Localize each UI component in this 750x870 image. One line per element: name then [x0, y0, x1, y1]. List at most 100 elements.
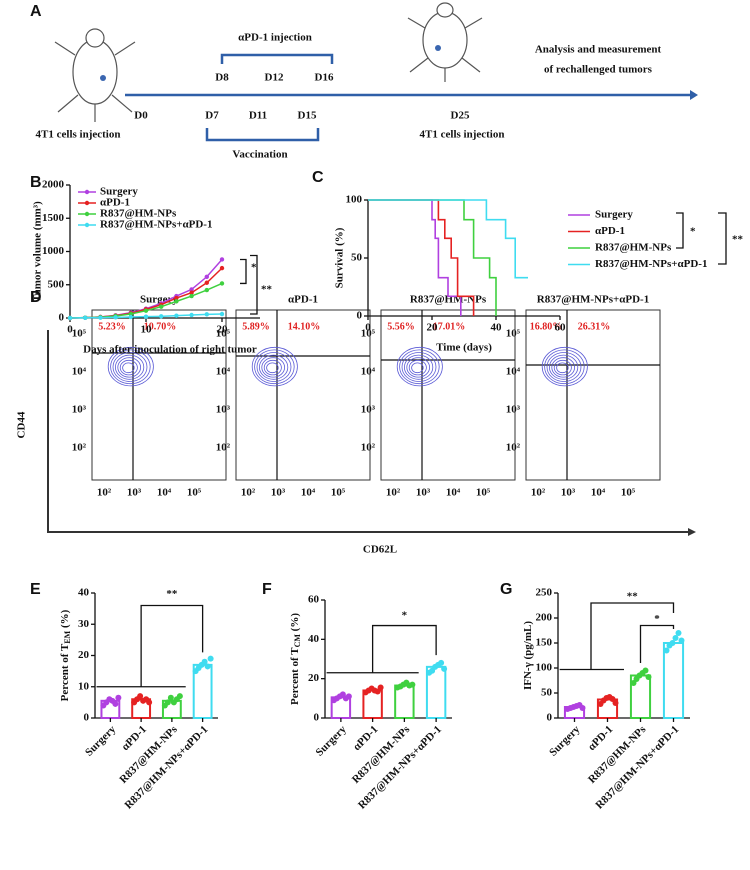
- quadrant-percent: 16.80%: [530, 321, 563, 332]
- contour: [110, 349, 151, 385]
- series-marker: [219, 257, 225, 262]
- data-point: [675, 630, 682, 636]
- x-tick-label: 20: [427, 322, 439, 334]
- panel-label: D: [30, 289, 42, 306]
- bracket: [220, 53, 334, 64]
- legend-marker: [84, 211, 90, 217]
- contour: [261, 357, 286, 378]
- y-axis-label-sub: CM: [293, 634, 302, 648]
- data-point: [146, 699, 153, 706]
- series-marker: [83, 315, 88, 321]
- y-tick-label: 50: [351, 252, 363, 264]
- flow-y-tick: 10⁵: [361, 328, 376, 340]
- day-label: D0: [134, 110, 148, 122]
- flow-plot-frame: [91, 309, 227, 481]
- flow-x-tick: 10⁵: [476, 487, 491, 499]
- quadrant-percent: 5.23%: [98, 321, 126, 332]
- flow-y-tick: 10³: [72, 404, 87, 416]
- data-point: [201, 658, 208, 665]
- significance-bracket: [590, 602, 675, 670]
- flow-y-tick: 10³: [216, 404, 231, 416]
- contour: [115, 354, 145, 380]
- quadrant-percent: 5.89%: [242, 321, 270, 332]
- legend-label: Surgery: [595, 209, 633, 221]
- series-marker: [174, 313, 179, 318]
- data-point: [377, 684, 384, 691]
- flow-y-tick: 10⁵: [72, 328, 87, 340]
- significance-bracket: [718, 212, 727, 265]
- legend-label: R837@HM-NPs+αPD-1: [100, 219, 212, 231]
- flow-x-tick: 10²: [97, 487, 112, 499]
- flow-y-tick: 10²: [361, 442, 376, 454]
- panel-label: E: [30, 581, 41, 598]
- series-marker: [174, 295, 179, 301]
- legend-label: Surgery: [100, 186, 138, 198]
- x-tick-label: αPD-1: [586, 723, 616, 753]
- y-tick-label: 10: [78, 680, 90, 692]
- contour: [553, 359, 572, 376]
- flow-x-tick: 10³: [416, 487, 431, 499]
- data-point: [678, 637, 685, 644]
- significance-label: **: [166, 588, 178, 600]
- x-tick-label: αPD-1: [351, 723, 381, 753]
- flow-x-tick: 10²: [531, 487, 546, 499]
- legend-marker: [84, 222, 90, 228]
- contour: [399, 349, 440, 385]
- flow-y-tick: 10⁵: [506, 328, 521, 340]
- series-marker: [67, 315, 73, 321]
- contour: [112, 352, 148, 382]
- flow-x-tick: 10⁴: [446, 487, 461, 499]
- day-label: D15: [298, 110, 317, 122]
- flow-x-tick: 10⁵: [187, 487, 202, 499]
- significance-label: *: [402, 609, 408, 621]
- data-point: [669, 640, 676, 646]
- flow-y-tick: 10⁵: [216, 328, 231, 340]
- series-marker: [189, 290, 194, 295]
- data-point: [112, 700, 119, 707]
- series-marker: [128, 314, 133, 320]
- contour: [544, 349, 585, 385]
- significance-bracket: [140, 604, 204, 687]
- x-tick-label: 40: [491, 322, 503, 334]
- contour: [266, 362, 279, 374]
- series-marker: [219, 281, 225, 286]
- data-point: [345, 693, 352, 700]
- day-label: D25: [451, 110, 470, 122]
- flow-title: αPD-1: [288, 294, 318, 306]
- day-label: D16: [315, 72, 334, 84]
- series-marker: [219, 265, 225, 271]
- legend-label: R837@HM-NPs+αPD-1: [595, 258, 707, 270]
- x-axis-label: Time (days): [436, 342, 492, 354]
- series-marker: [189, 287, 194, 292]
- y-axis-label: Tumor volume (mm³): [32, 201, 44, 302]
- x-axis-label: Days after inoculation of right tumor: [83, 344, 257, 356]
- day-label: D8: [215, 72, 229, 84]
- significance-label: **: [732, 234, 744, 246]
- timeline-arrow: [690, 90, 698, 100]
- y-tick-label: 100: [346, 194, 363, 206]
- series-marker: [204, 280, 209, 285]
- legend-marker: [84, 200, 90, 206]
- contour: [411, 362, 424, 374]
- series-marker: [204, 287, 209, 293]
- legend-label: R837@HM-NPs: [100, 208, 177, 220]
- y-axis-label-part: Percent of T: [59, 643, 71, 701]
- significance-bracket: [371, 624, 437, 673]
- y-tick-label: 30: [78, 618, 90, 630]
- flow-y-tick: 10⁴: [361, 366, 376, 378]
- contour: [408, 359, 427, 376]
- y-tick-label: 0: [357, 310, 363, 322]
- y-axis-label-part: (%): [59, 609, 71, 630]
- significance-bracket: [639, 624, 675, 663]
- series-marker: [189, 312, 194, 318]
- flow-x-tick: 10²: [386, 487, 401, 499]
- series-marker: [189, 293, 194, 299]
- flow-plot-frame: [380, 309, 516, 481]
- panel-label: B: [30, 174, 42, 191]
- flow-y-label: CD44: [16, 411, 28, 438]
- series-marker: [159, 314, 164, 319]
- survival-line: [368, 199, 497, 316]
- y-tick-label: 500: [48, 278, 65, 290]
- panel-label: A: [30, 3, 42, 20]
